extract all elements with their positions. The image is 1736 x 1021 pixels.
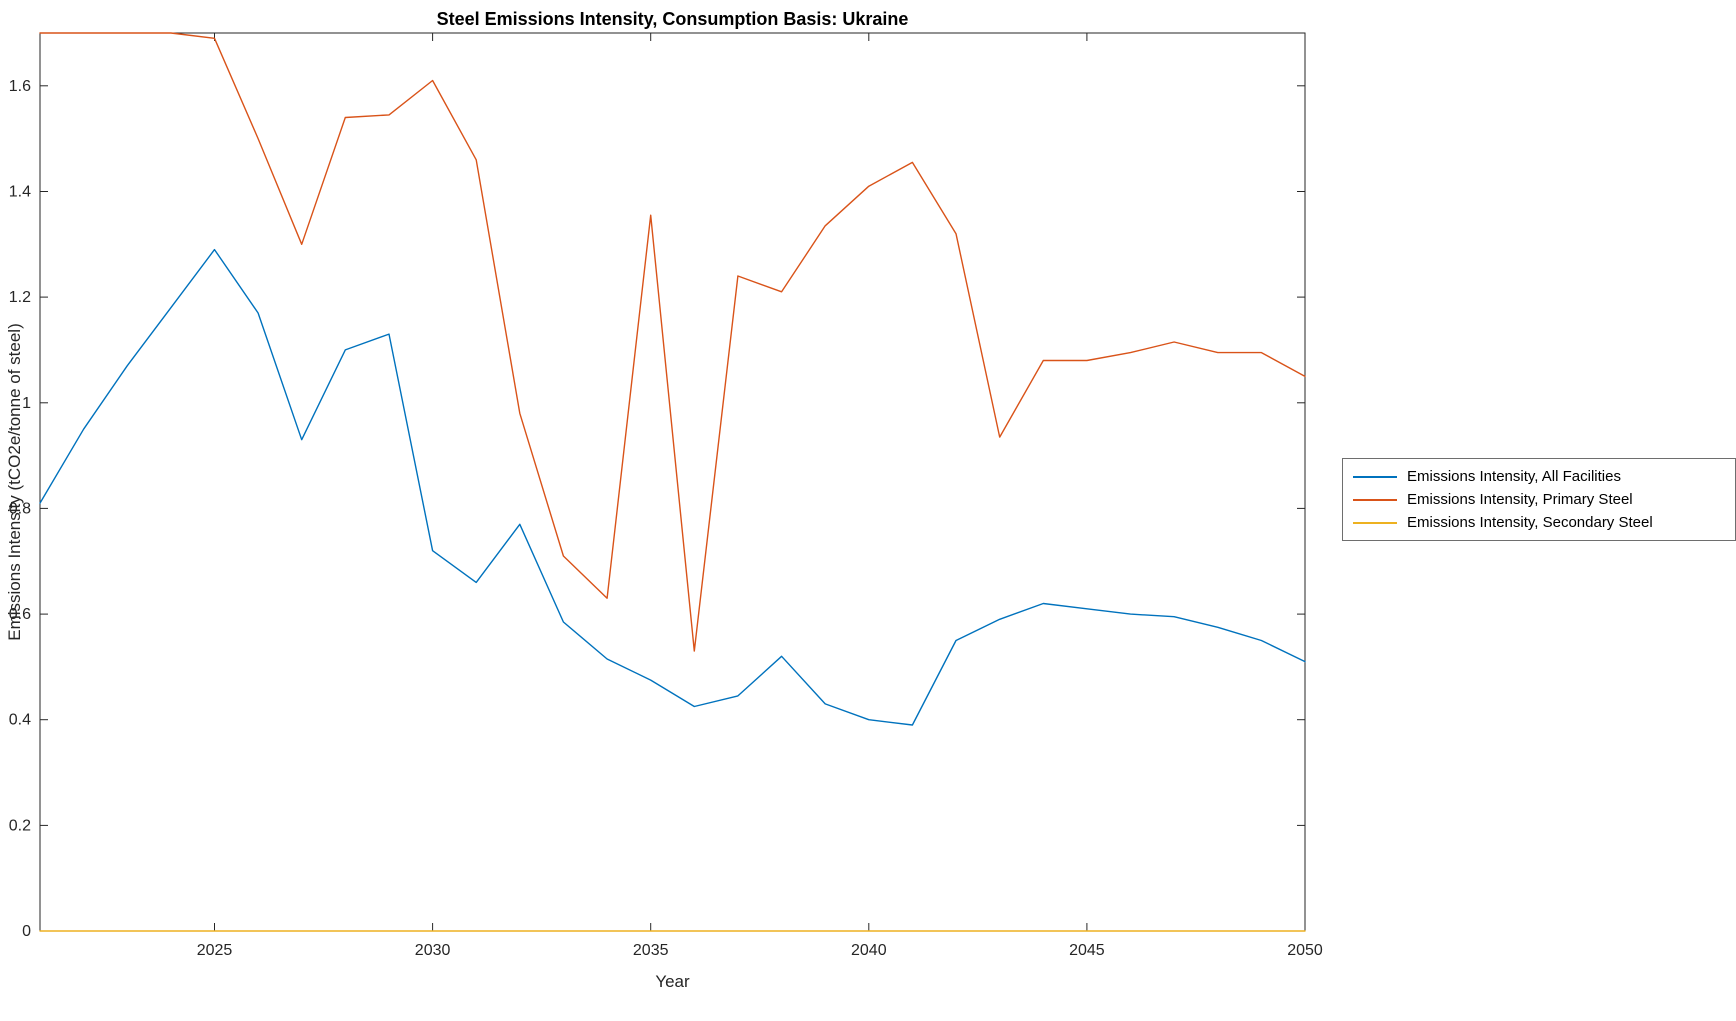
svg-text:1.6: 1.6 bbox=[9, 78, 31, 95]
svg-text:0.2: 0.2 bbox=[9, 817, 31, 834]
legend-label: Emissions Intensity, All Facilities bbox=[1407, 468, 1621, 485]
legend: Emissions Intensity, All Facilities Emis… bbox=[1342, 458, 1736, 541]
legend-line-swatch-blue bbox=[1353, 475, 1397, 478]
y-axis-label: Emissions Intensity (tCO2e/tonne of stee… bbox=[5, 323, 24, 641]
svg-text:1.4: 1.4 bbox=[9, 184, 31, 201]
chart-title: Steel Emissions Intensity, Consumption B… bbox=[436, 9, 909, 29]
svg-text:2045: 2045 bbox=[1069, 942, 1105, 959]
x-axis-label: Year bbox=[655, 972, 690, 991]
legend-label: Emissions Intensity, Primary Steel bbox=[1407, 491, 1633, 508]
svg-text:0.6: 0.6 bbox=[9, 606, 31, 623]
legend-label: Emissions Intensity, Secondary Steel bbox=[1407, 514, 1653, 531]
svg-text:2030: 2030 bbox=[415, 942, 451, 959]
legend-line-swatch-orange bbox=[1353, 498, 1397, 501]
svg-text:2040: 2040 bbox=[851, 942, 887, 959]
legend-item-all-facilities: Emissions Intensity, All Facilities bbox=[1353, 465, 1725, 488]
svg-text:0: 0 bbox=[22, 923, 31, 940]
svg-text:1: 1 bbox=[22, 395, 31, 412]
svg-text:0.4: 0.4 bbox=[9, 712, 31, 729]
svg-text:0.8: 0.8 bbox=[9, 500, 31, 517]
svg-text:1.2: 1.2 bbox=[9, 289, 31, 306]
legend-item-primary-steel: Emissions Intensity, Primary Steel bbox=[1353, 488, 1725, 511]
svg-text:2025: 2025 bbox=[197, 942, 233, 959]
legend-item-secondary-steel: Emissions Intensity, Secondary Steel bbox=[1353, 511, 1725, 534]
svg-text:2050: 2050 bbox=[1287, 942, 1323, 959]
legend-line-swatch-yellow bbox=[1353, 521, 1397, 524]
svg-text:2035: 2035 bbox=[633, 942, 669, 959]
